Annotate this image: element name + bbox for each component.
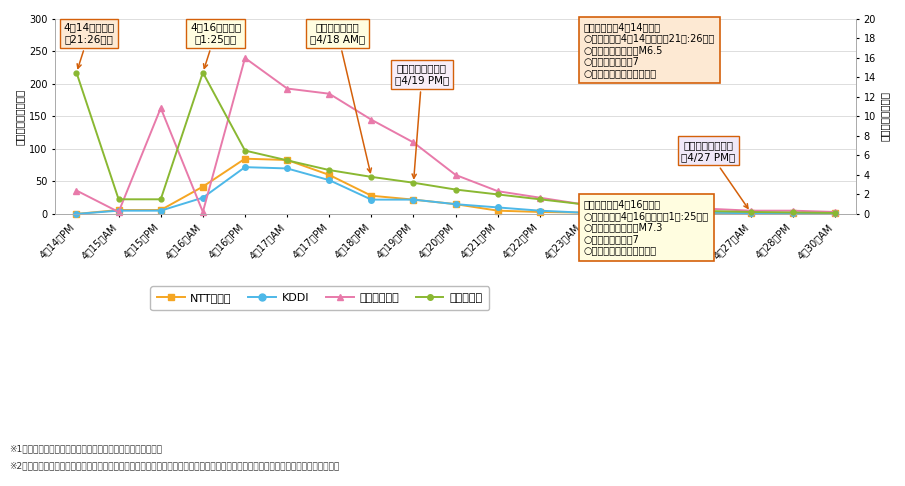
- Text: 震災前エリア復旧
（4/27 PM）: 震災前エリア復旧 （4/27 PM）: [681, 140, 748, 208]
- 停電世帯数: [535, 196, 546, 202]
- ソフトバンク: [450, 172, 461, 178]
- NTTドコモ: [71, 211, 82, 217]
- ソフトバンク: [408, 139, 419, 145]
- 停電世帯数: [113, 196, 124, 202]
- 停電世帯数: [197, 69, 208, 75]
- NTTドコモ: [197, 184, 208, 190]
- Text: 4月14日の地震
（21:26頃）: 4月14日の地震 （21:26頃）: [63, 22, 115, 69]
- ソフトバンク: [829, 209, 840, 215]
- Legend: NTTドコモ, KDDI, ソフトバンク, 停電世帯数: NTTドコモ, KDDI, ソフトバンク, 停電世帯数: [150, 286, 489, 310]
- NTTドコモ: [366, 193, 376, 199]
- KDDI: [366, 197, 376, 203]
- ソフトバンク: [240, 55, 251, 61]
- 停電世帯数: [408, 180, 419, 186]
- ソフトバンク: [492, 188, 503, 194]
- NTTドコモ: [576, 209, 587, 215]
- Line: KDDI: KDDI: [73, 164, 837, 217]
- ソフトバンク: [661, 205, 672, 210]
- NTTドコモ: [745, 210, 756, 216]
- 停電世帯数: [576, 201, 587, 207]
- 停電世帯数: [450, 187, 461, 192]
- ソフトバンク: [71, 188, 82, 193]
- ソフトバンク: [197, 209, 208, 215]
- ソフトバンク: [366, 117, 376, 122]
- NTTドコモ: [240, 156, 251, 162]
- NTTドコモ: [281, 157, 292, 163]
- NTTドコモ: [619, 209, 630, 215]
- ソフトバンク: [281, 86, 292, 91]
- NTTドコモ: [535, 209, 546, 215]
- KDDI: [661, 209, 672, 215]
- Y-axis label: 停電戸数（万戸）: 停電戸数（万戸）: [880, 91, 890, 141]
- NTTドコモ: [324, 172, 335, 178]
- 停電世帯数: [240, 148, 251, 154]
- KDDI: [703, 209, 714, 215]
- KDDI: [113, 208, 124, 213]
- Line: NTTドコモ: NTTドコモ: [73, 156, 837, 217]
- ソフトバンク: [703, 206, 714, 211]
- 停電世帯数: [829, 210, 840, 216]
- Text: 避難所エリア復旧
（4/19 PM）: 避難所エリア復旧 （4/19 PM）: [395, 64, 449, 178]
- NTTドコモ: [113, 207, 124, 213]
- KDDI: [492, 205, 503, 210]
- KDDI: [281, 166, 292, 172]
- Text: 4月16日の地震
（1:25頃）: 4月16日の地震 （1:25頃）: [190, 22, 241, 69]
- KDDI: [619, 209, 630, 215]
- 停電世帯数: [703, 208, 714, 214]
- 停電世帯数: [324, 167, 335, 173]
- Line: ソフトバンク: ソフトバンク: [73, 55, 837, 215]
- KDDI: [745, 210, 756, 216]
- ソフトバンク: [619, 201, 630, 207]
- ソフトバンク: [576, 201, 587, 207]
- KDDI: [535, 208, 546, 213]
- Text: ※1　都道府県庁や市町村の役所のエリアをカバーする基地局: ※1 都道府県庁や市町村の役所のエリアをカバーする基地局: [9, 445, 162, 454]
- 停電世帯数: [281, 157, 292, 163]
- 停電世帯数: [366, 174, 376, 180]
- 停電世帯数: [745, 209, 756, 215]
- KDDI: [787, 210, 798, 216]
- ソフトバンク: [156, 105, 167, 111]
- 停電世帯数: [156, 196, 167, 202]
- ソフトバンク: [324, 91, 335, 97]
- 停電世帯数: [71, 69, 82, 75]
- 停電世帯数: [492, 191, 503, 197]
- KDDI: [408, 197, 419, 203]
- ソフトバンク: [113, 209, 124, 215]
- 停電世帯数: [619, 203, 630, 209]
- KDDI: [71, 211, 82, 217]
- KDDI: [240, 164, 251, 170]
- KDDI: [829, 210, 840, 216]
- Text: 「熊本地震（4月14日）」
○発生日時：4月14日（木）21時:26分頃
○マグニチュード：M6.5
○最大震度：震度7
○震源地：熊本県熊本地方: 「熊本地震（4月14日）」 ○発生日時：4月14日（木）21時:26分頃 ○マグ…: [584, 22, 715, 78]
- 停電世帯数: [787, 209, 798, 215]
- ソフトバンク: [745, 208, 756, 213]
- KDDI: [156, 208, 167, 213]
- Text: 役所エリア復旧
（4/18 AM）: 役所エリア復旧 （4/18 AM）: [310, 22, 371, 173]
- NTTドコモ: [156, 207, 167, 213]
- Text: 「熊本地震（4月16日）」
○発生日時：4月16日（土）1時:25分頃
○マグニチュード：M7.3
○最大震度：震度7
○震源地：熊本県熊本地方: 「熊本地震（4月16日）」 ○発生日時：4月16日（土）1時:25分頃 ○マグニ…: [584, 199, 709, 256]
- Text: ※2　携帯電話等事業者が設置している基地局数は各社で異なり、停波中の基地局数は、サービス影響の規模を直接表すものではない。: ※2 携帯電話等事業者が設置している基地局数は各社で異なり、停波中の基地局数は、…: [9, 462, 339, 471]
- NTTドコモ: [661, 210, 672, 216]
- NTTドコモ: [703, 210, 714, 216]
- KDDI: [450, 201, 461, 207]
- Y-axis label: 停波基地局数（局）: 停波基地局数（局）: [15, 88, 25, 145]
- KDDI: [197, 195, 208, 201]
- 停電世帯数: [661, 206, 672, 212]
- KDDI: [324, 177, 335, 183]
- NTTドコモ: [450, 201, 461, 207]
- ソフトバンク: [535, 195, 546, 201]
- NTTドコモ: [787, 210, 798, 216]
- NTTドコモ: [829, 210, 840, 216]
- ソフトバンク: [787, 208, 798, 213]
- NTTドコモ: [492, 208, 503, 213]
- KDDI: [576, 209, 587, 215]
- NTTドコモ: [408, 197, 419, 203]
- Line: 停電世帯数: 停電世帯数: [74, 70, 837, 215]
